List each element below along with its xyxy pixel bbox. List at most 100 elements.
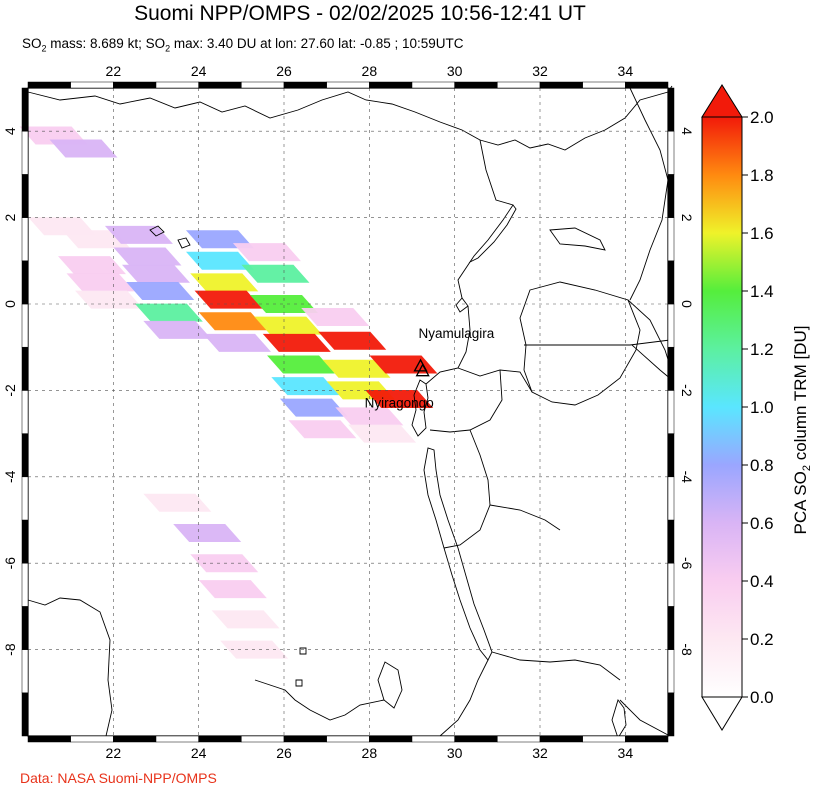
so2-pixel [318, 331, 387, 350]
so2-pixel [66, 273, 135, 292]
subtitle: SO2 mass: 8.689 kt; SO2 max: 3.40 DU at … [22, 36, 464, 54]
frame-bar-left [21, 562, 29, 607]
frame-bar-top [454, 81, 498, 89]
frame-bar-bottom [155, 735, 199, 743]
colorbar-tick-label: 0.0 [750, 688, 774, 707]
so2-pixel [348, 424, 417, 443]
so2-pixel [241, 264, 310, 283]
frame-bar-bottom [369, 735, 413, 743]
so2-pixel [36, 511, 105, 529]
so2-pixel [143, 320, 212, 339]
frame-bar-right [667, 217, 675, 262]
lat-tick-label-right: -4 [679, 471, 695, 484]
so2-pixel [301, 307, 370, 326]
so2-pixel [58, 256, 126, 275]
frame-bar-bottom [454, 735, 498, 743]
colorbar-bottom-arrow [701, 696, 743, 731]
frame-bar-left [21, 476, 29, 521]
frame-bar-right [667, 692, 675, 737]
lon-tick-label-bottom: 22 [106, 745, 122, 760]
map-frame [21, 81, 675, 743]
lon-tick-label-bottom: 32 [532, 745, 548, 760]
colorbar-gradient [701, 116, 743, 698]
colorbar-tick-label: 0.6 [750, 514, 774, 533]
lat-tick-label-right: 4 [679, 127, 695, 135]
frame-bar-right [667, 130, 675, 175]
so2-pixel [322, 359, 391, 378]
lon-tick-label-bottom: 34 [618, 745, 634, 760]
frame-bar-top [27, 81, 71, 89]
so2-pixel [49, 139, 118, 158]
frame-bar-top [411, 81, 455, 89]
lon-tick-label-top: 26 [276, 63, 292, 79]
frame-bar-bottom [70, 735, 114, 743]
lon-tick-label-bottom: 26 [276, 745, 292, 760]
lon-tick-label-top: 30 [447, 63, 463, 79]
volcano-label-nyiragongo: Nyiragongo [365, 396, 434, 411]
grid [28, 88, 668, 736]
frame-bar-left [21, 433, 29, 478]
frame-bar-right [667, 87, 675, 132]
data-credit: Data: NASA Suomi-NPP/OMPS [20, 770, 217, 786]
frame-bar-right [667, 433, 675, 478]
frame-bar-left [21, 217, 29, 262]
lat-tick-label-right: -8 [679, 643, 695, 656]
so2-pixel [126, 282, 195, 301]
so2-pixel [75, 290, 144, 309]
so2-pixel [250, 295, 318, 313]
frame-bar-top [369, 81, 413, 89]
so2-pixel [271, 377, 340, 396]
colorbar-tick-label: 0.4 [750, 572, 774, 591]
so2-pixel [267, 355, 336, 374]
so2-pixel [173, 523, 242, 542]
frame-bar-right [667, 519, 675, 564]
lat-tick-label-right: 2 [679, 214, 695, 222]
lat-tick-label-right: -2 [679, 384, 695, 397]
frame-bar-top [582, 81, 626, 89]
frame-bar-left [21, 692, 29, 737]
so2-pixel [113, 247, 182, 266]
frame-bar-left [21, 87, 29, 132]
so2-pixel [211, 610, 280, 629]
frame-bar-top [539, 81, 583, 89]
frame-bar-left [21, 519, 29, 564]
lon-tick-label-bottom: 30 [447, 745, 463, 760]
frame-bar-bottom [411, 735, 455, 743]
so2-pixel [484, 489, 553, 508]
frame-bar-bottom [497, 735, 541, 743]
frame-bar-top [198, 81, 242, 89]
lat-tick-label-left: -2 [2, 384, 18, 397]
so2-pixel [548, 165, 617, 184]
colorbar-ticks: 0.0 0.2 0.4 0.6 0.8 1.0 1.2 1.4 1.6 1.8 2.0 [742, 108, 774, 707]
frame-bar-right [667, 649, 675, 694]
so2-pixel [203, 333, 272, 352]
frame-bar-right [667, 476, 675, 521]
so2-pixel [122, 424, 190, 443]
page-title: Suomi NPP/OMPS - 02/02/2025 10:56-12:41 … [134, 2, 586, 25]
frame-bar-bottom [198, 735, 242, 743]
lat-tick-label-left: 0 [2, 300, 18, 308]
lat-tick-label-right: -6 [679, 557, 695, 570]
frame-bar-top [497, 81, 541, 89]
so2-pixel [194, 290, 263, 309]
frame-bar-top [70, 81, 114, 89]
frame-bar-right [667, 562, 675, 607]
lat-tick-label-left: 2 [2, 213, 18, 221]
frame-bar-bottom [113, 735, 157, 743]
so2-pixel [442, 187, 510, 205]
lat-tick-label-right: 0 [679, 300, 695, 308]
frame-bar-left [21, 130, 29, 175]
colorbar-tick-label: 1.4 [750, 282, 774, 301]
colorbar-tick-label: 2.0 [750, 108, 774, 127]
colorbar-tick-label: 1.0 [750, 398, 774, 417]
frame-bar-top [113, 81, 157, 89]
frame-bar-right [667, 260, 675, 305]
colorbar-tick-label: 1.8 [750, 166, 774, 185]
frame-bar-left [21, 303, 29, 348]
so2-pixel [198, 312, 267, 331]
so2-pixel-layer [19, 126, 617, 681]
frame-bar-top [241, 81, 285, 89]
frame-bar-top [283, 81, 327, 89]
